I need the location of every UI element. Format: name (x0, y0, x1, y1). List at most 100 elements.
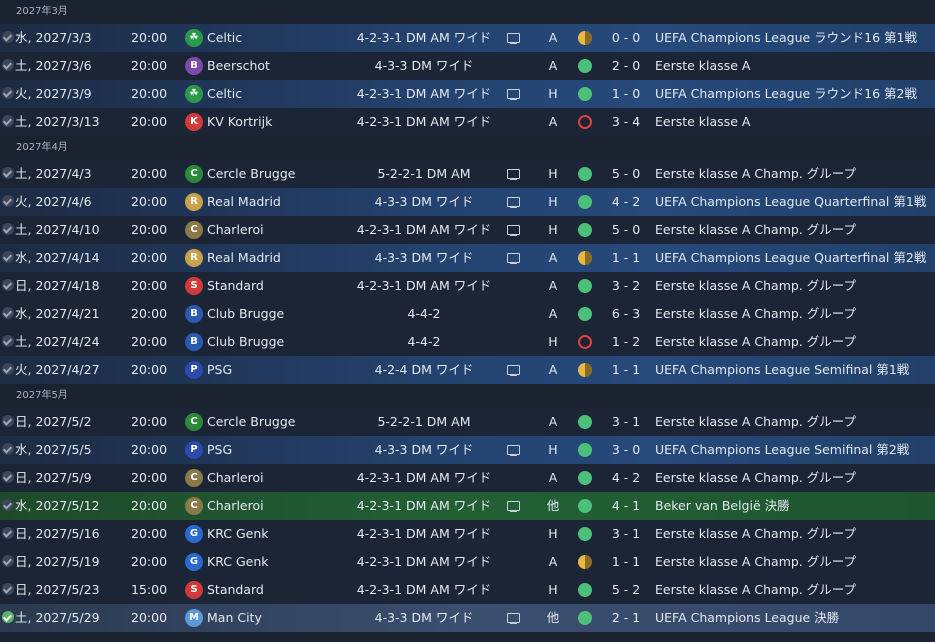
fixture-row[interactable]: 土, 2027/3/6 20:00 B Beerschot 4-3-3 DM ワイド A 2… (0, 52, 935, 80)
check-icon[interactable] (2, 31, 14, 43)
check-icon[interactable] (2, 167, 14, 179)
opponent-name[interactable]: Real Madrid (207, 250, 281, 265)
check-icon[interactable] (2, 471, 14, 483)
check-icon[interactable] (2, 195, 14, 207)
opponent-name[interactable]: KRC Genk (207, 554, 269, 569)
competition-name[interactable]: UEFA Champions League ラウンド16 第2戦 (655, 86, 918, 101)
match-time: 20:00 (131, 278, 168, 293)
fixture-row[interactable]: 日, 2027/5/16 20:00 G KRC Genk 4-2-3-1 DM AM … (0, 520, 935, 548)
competition-name[interactable]: UEFA Champions League Semifinal 第1戦 (655, 362, 910, 377)
opponent-name[interactable]: Club Brugge (207, 334, 285, 349)
check-icon[interactable] (2, 59, 14, 71)
fixture-row[interactable]: 火, 2027/4/27 20:00 P PSG 4-2-4 DM ワイド A 1 - 1 U… (0, 356, 935, 384)
competition-name[interactable]: Eerste klasse A Champ. グループ (655, 222, 857, 237)
fixture-row[interactable]: 土, 2027/4/10 20:00 C Charleroi 4-2-3-1 DM AM… (0, 216, 935, 244)
fixture-row[interactable]: 日, 2027/5/23 15:00 S Standard 4-2-3-1 DM AM … (0, 576, 935, 604)
match-date: 土, 2027/4/10 (15, 222, 100, 237)
check-icon[interactable] (2, 223, 14, 235)
fixture-row[interactable]: 水, 2027/4/21 20:00 B Club Brugge 4-4-2 A 6 - 3… (0, 300, 935, 328)
match-date: 火, 2027/3/9 (15, 86, 92, 101)
tv-icon (507, 613, 520, 624)
check-icon[interactable] (2, 335, 14, 347)
competition-name[interactable]: Eerste klasse A Champ. グループ (655, 582, 857, 597)
tv-icon (507, 253, 520, 264)
match-date: 水, 2027/4/21 (15, 306, 100, 321)
month-header: 2027年4月 (0, 136, 935, 160)
opponent-name[interactable]: Man City (207, 610, 262, 625)
fixture-row[interactable]: 土, 2027/5/29 20:00 M Man City 4-3-3 DM ワイド 他 2… (0, 604, 935, 632)
opponent-name[interactable]: Standard (207, 278, 264, 293)
competition-name[interactable]: Eerste klasse A Champ. グループ (655, 554, 857, 569)
check-icon[interactable] (2, 87, 14, 99)
result-loss-icon (578, 335, 592, 349)
formation: 4-2-3-1 DM AM ワイド (356, 222, 492, 237)
check-icon[interactable] (2, 363, 14, 375)
fixture-row[interactable]: 水, 2027/5/12 20:00 C Charleroi 4-2-3-1 DM AM… (0, 492, 935, 520)
opponent-name[interactable]: KV Kortrijk (207, 114, 273, 129)
fixture-row[interactable]: 水, 2027/4/14 20:00 R Real Madrid 4-3-3 DM ワイ… (0, 244, 935, 272)
check-icon[interactable] (2, 115, 14, 127)
fixture-row[interactable]: 火, 2027/3/9 20:00 ☘ Celtic 4-2-3-1 DM AM ワイド… (0, 80, 935, 108)
competition-name[interactable]: UEFA Champions League Quarterfinal 第1戦 (655, 194, 927, 209)
fixture-row[interactable]: 日, 2027/5/19 20:00 G KRC Genk 4-2-3-1 DM AM … (0, 548, 935, 576)
opponent-name[interactable]: Standard (207, 582, 264, 597)
competition-name[interactable]: Eerste klasse A (655, 114, 751, 129)
fixture-row[interactable]: 水, 2027/5/5 20:00 P PSG 4-3-3 DM ワイド H 3 - 0 UE… (0, 436, 935, 464)
venue: A (548, 554, 558, 569)
score: 3 - 4 (611, 114, 641, 129)
fixture-row[interactable]: 日, 2027/4/18 20:00 S Standard 4-2-3-1 DM AM … (0, 272, 935, 300)
result-win-icon (578, 223, 592, 237)
opponent-name[interactable]: Charleroi (207, 222, 264, 237)
opponent-name[interactable]: Beerschot (207, 58, 270, 73)
formation: 4-3-3 DM ワイド (374, 610, 474, 625)
check-icon[interactable] (2, 307, 14, 319)
check-icon[interactable] (2, 279, 14, 291)
fixture-row[interactable]: 日, 2027/5/9 20:00 C Charleroi 4-2-3-1 DM AM … (0, 464, 935, 492)
opponent-name[interactable]: Real Madrid (207, 194, 281, 209)
check-icon[interactable] (2, 415, 14, 427)
check-icon[interactable] (2, 611, 14, 623)
check-icon[interactable] (2, 251, 14, 263)
venue: A (548, 414, 558, 429)
match-date: 日, 2027/5/23 (15, 582, 100, 597)
check-icon[interactable] (2, 499, 14, 511)
opponent-name[interactable]: Charleroi (207, 498, 264, 513)
fixture-row[interactable]: 日, 2027/5/2 20:00 C Cercle Brugge 5-2-2-1 DM… (0, 408, 935, 436)
fixture-row[interactable]: 水, 2027/3/3 20:00 ☘ Celtic 4-2-3-1 DM AM ワイド… (0, 24, 935, 52)
competition-name[interactable]: UEFA Champions League ラウンド16 第1戦 (655, 30, 918, 45)
competition-name[interactable]: Beker van België 決勝 (655, 498, 790, 513)
competition-name[interactable]: Eerste klasse A Champ. グループ (655, 470, 857, 485)
competition-name[interactable]: Eerste klasse A Champ. グループ (655, 306, 857, 321)
score: 5 - 0 (611, 222, 641, 237)
fixture-row[interactable]: 土, 2027/3/13 20:00 K KV Kortrijk 4-2-3-1 DM … (0, 108, 935, 136)
fixture-row[interactable]: 土, 2027/4/3 20:00 C Cercle Brugge 5-2-2-1 DM… (0, 160, 935, 188)
check-icon[interactable] (2, 443, 14, 455)
check-icon[interactable] (2, 583, 14, 595)
competition-name[interactable]: UEFA Champions League Quarterfinal 第2戦 (655, 250, 927, 265)
fixture-row[interactable]: 火, 2027/4/6 20:00 R Real Madrid 4-3-3 DM ワイド… (0, 188, 935, 216)
competition-name[interactable]: Eerste klasse A (655, 58, 751, 73)
check-icon[interactable] (2, 527, 14, 539)
venue: A (548, 306, 558, 321)
opponent-name[interactable]: Cercle Brugge (207, 414, 296, 429)
competition-name[interactable]: Eerste klasse A Champ. グループ (655, 166, 857, 181)
competition-name[interactable]: Eerste klasse A Champ. グループ (655, 278, 857, 293)
competition-name[interactable]: Eerste klasse A Champ. グループ (655, 414, 857, 429)
competition-name[interactable]: UEFA Champions League 決勝 (655, 610, 840, 625)
competition-name[interactable]: UEFA Champions League Semifinal 第2戦 (655, 442, 910, 457)
opponent-name[interactable]: Club Brugge (207, 306, 285, 321)
venue: A (548, 250, 558, 265)
opponent-name[interactable]: KRC Genk (207, 526, 269, 541)
opponent-name[interactable]: Cercle Brugge (207, 166, 296, 181)
opponent-name[interactable]: Celtic (207, 30, 243, 45)
competition-name[interactable]: Eerste klasse A Champ. グループ (655, 334, 857, 349)
opponent-name[interactable]: PSG (207, 362, 233, 377)
check-icon[interactable] (2, 555, 14, 567)
opponent-name[interactable]: PSG (207, 442, 233, 457)
formation: 4-2-3-1 DM AM ワイド (356, 470, 492, 485)
opponent-name[interactable]: Celtic (207, 86, 243, 101)
competition-name[interactable]: Eerste klasse A Champ. グループ (655, 526, 857, 541)
fixture-row[interactable]: 土, 2027/4/24 20:00 B Club Brugge 4-4-2 H 1 - 2… (0, 328, 935, 356)
venue: A (548, 114, 558, 129)
opponent-name[interactable]: Charleroi (207, 470, 264, 485)
